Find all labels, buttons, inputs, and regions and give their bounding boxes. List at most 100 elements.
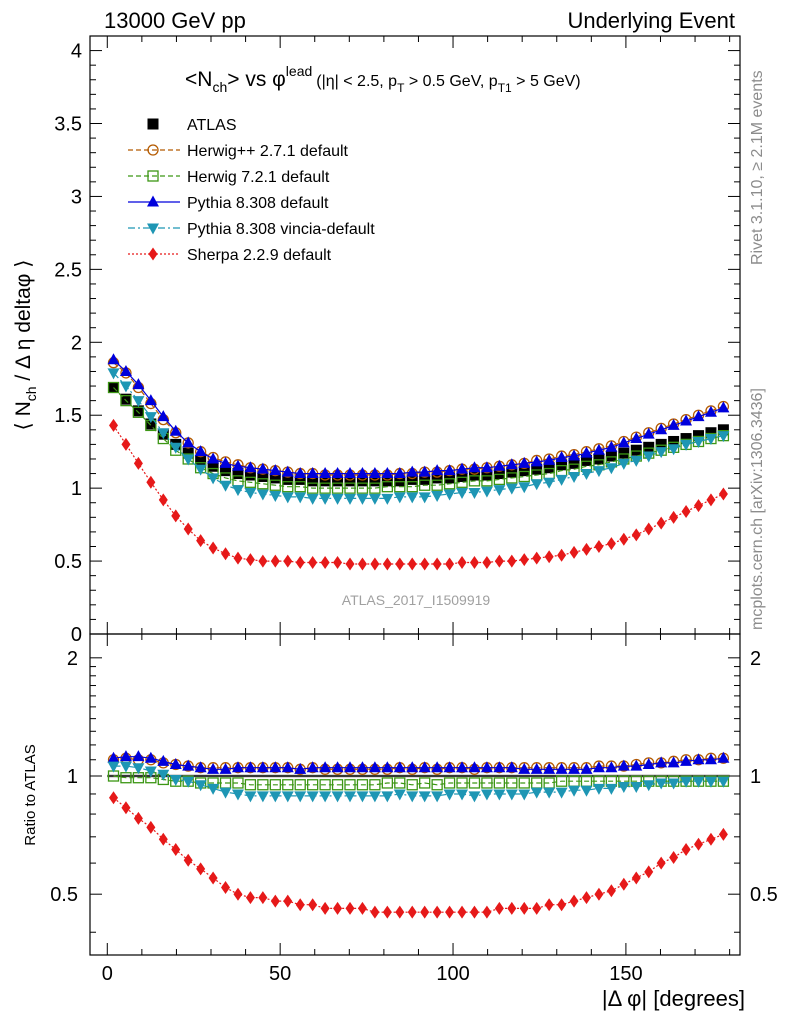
data-point (107, 751, 120, 763)
data-point (169, 757, 182, 769)
data-point (630, 432, 643, 444)
data-point (543, 462, 555, 474)
data-point (592, 466, 605, 478)
data-point (617, 759, 630, 771)
data-point (532, 551, 542, 565)
data-point (669, 510, 679, 524)
data-point (506, 466, 518, 478)
data-point (257, 478, 269, 490)
data-point (221, 881, 231, 895)
data-point (381, 777, 393, 789)
data-point (468, 469, 480, 481)
data-point (244, 791, 257, 803)
data-point (144, 412, 157, 424)
legend-entry: Herwig 7.2.1 default (128, 169, 330, 186)
data-point (431, 472, 443, 484)
data-point (431, 479, 443, 491)
data-point (445, 557, 455, 571)
plot-title: <Nch> vs φlead(|η| < 2.5, pT > 0.5 GeV, … (185, 63, 581, 95)
data-point (569, 545, 579, 559)
data-point (269, 464, 282, 476)
data-point (208, 541, 218, 555)
data-point (109, 791, 119, 805)
data-point (221, 547, 231, 561)
data-point (269, 490, 282, 502)
data-point (171, 509, 181, 523)
data-point (382, 905, 392, 919)
data-point (469, 556, 479, 570)
series-pythia-8-308-vincia-default (107, 368, 730, 505)
data-point (717, 424, 729, 436)
data-point (120, 394, 132, 407)
data-point (119, 381, 132, 393)
data-point (717, 401, 730, 413)
data-point (356, 791, 369, 803)
data-point (592, 783, 605, 795)
data-point (443, 789, 456, 801)
data-point (655, 778, 668, 790)
data-point (568, 457, 580, 469)
data-point (406, 465, 419, 477)
data-point (704, 753, 717, 765)
data-point (543, 477, 556, 489)
data-point (406, 779, 418, 791)
series-line (113, 757, 724, 770)
y-tick-label: 0 (71, 624, 82, 646)
data-point (592, 443, 605, 455)
data-point (493, 789, 506, 801)
data-point (680, 433, 692, 445)
data-point (530, 787, 543, 799)
data-point (543, 762, 556, 774)
data-point (420, 557, 430, 571)
data-point (294, 791, 307, 803)
data-point (107, 368, 120, 380)
data-point (444, 472, 456, 484)
data-point (718, 827, 728, 841)
data-point (331, 761, 344, 773)
data-point (580, 454, 592, 466)
analysis-watermark: ATLAS_2017_I1509919 (342, 592, 491, 608)
data-point (704, 434, 717, 446)
data-point (307, 475, 319, 487)
data-point (569, 894, 579, 908)
ratio-series-pythia-8-308-default (107, 750, 730, 774)
data-point (617, 436, 630, 448)
data-point (443, 464, 456, 476)
data-point (270, 554, 280, 568)
data-point (370, 905, 380, 919)
data-point (320, 556, 330, 570)
legend-entry: Pythia 8.308 vincia-default (128, 221, 375, 238)
data-point (606, 884, 616, 898)
data-point (345, 557, 355, 571)
data-point (630, 455, 643, 467)
data-point (618, 447, 630, 459)
data-point (505, 483, 518, 495)
data-point (694, 837, 704, 851)
data-point (282, 481, 294, 493)
data-point (158, 493, 168, 507)
data-point (418, 465, 431, 477)
legend-entry: Herwig++ 2.7.1 default (128, 143, 349, 160)
data-point (232, 468, 244, 480)
data-point (283, 894, 293, 908)
ratio-y-tick-label: 1 (67, 766, 78, 788)
data-point (231, 485, 244, 497)
data-point (333, 901, 343, 915)
data-point (331, 493, 344, 505)
data-point (494, 554, 504, 568)
data-point (219, 787, 232, 799)
data-point (294, 467, 307, 479)
data-point (219, 456, 232, 468)
data-point (605, 440, 618, 452)
data-point (493, 777, 506, 789)
data-point (468, 488, 481, 500)
data-point (704, 405, 717, 417)
data-point (294, 473, 306, 485)
data-point (219, 762, 232, 774)
data-point (171, 842, 181, 856)
data-point (256, 489, 269, 501)
data-point (568, 449, 581, 461)
data-point (356, 779, 369, 791)
data-point (480, 761, 493, 773)
data-point (530, 479, 543, 491)
